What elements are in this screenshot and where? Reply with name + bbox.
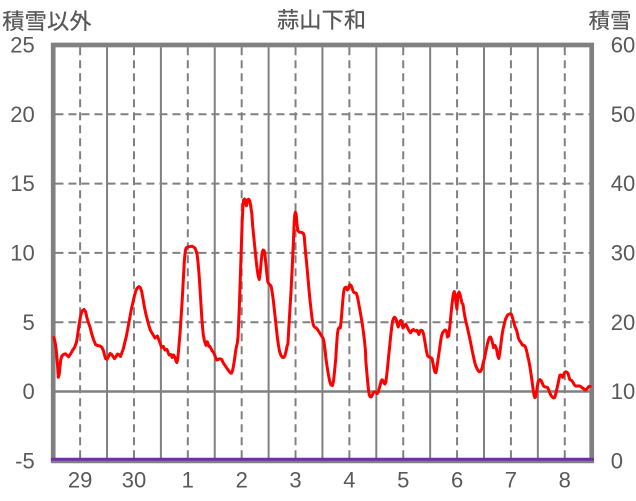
svg-text:40: 40 xyxy=(611,171,635,196)
svg-text:0: 0 xyxy=(22,379,34,404)
svg-text:30: 30 xyxy=(122,468,146,493)
svg-text:4: 4 xyxy=(343,468,355,493)
svg-text:20: 20 xyxy=(611,310,635,335)
svg-text:8: 8 xyxy=(559,468,571,493)
svg-text:15: 15 xyxy=(10,171,34,196)
svg-text:50: 50 xyxy=(611,102,635,127)
svg-text:6: 6 xyxy=(451,468,463,493)
svg-text:29: 29 xyxy=(68,468,92,493)
svg-text:20: 20 xyxy=(10,102,34,127)
svg-text:2: 2 xyxy=(236,468,248,493)
svg-text:5: 5 xyxy=(22,310,34,335)
svg-text:25: 25 xyxy=(10,33,34,58)
svg-text:0: 0 xyxy=(611,448,623,473)
svg-text:7: 7 xyxy=(505,468,517,493)
svg-text:-5: -5 xyxy=(15,448,35,473)
svg-text:10: 10 xyxy=(10,241,34,266)
svg-text:30: 30 xyxy=(611,241,635,266)
svg-text:5: 5 xyxy=(397,468,409,493)
svg-text:60: 60 xyxy=(611,33,635,58)
svg-text:10: 10 xyxy=(611,379,635,404)
svg-text:3: 3 xyxy=(289,468,301,493)
svg-text:1: 1 xyxy=(182,468,194,493)
